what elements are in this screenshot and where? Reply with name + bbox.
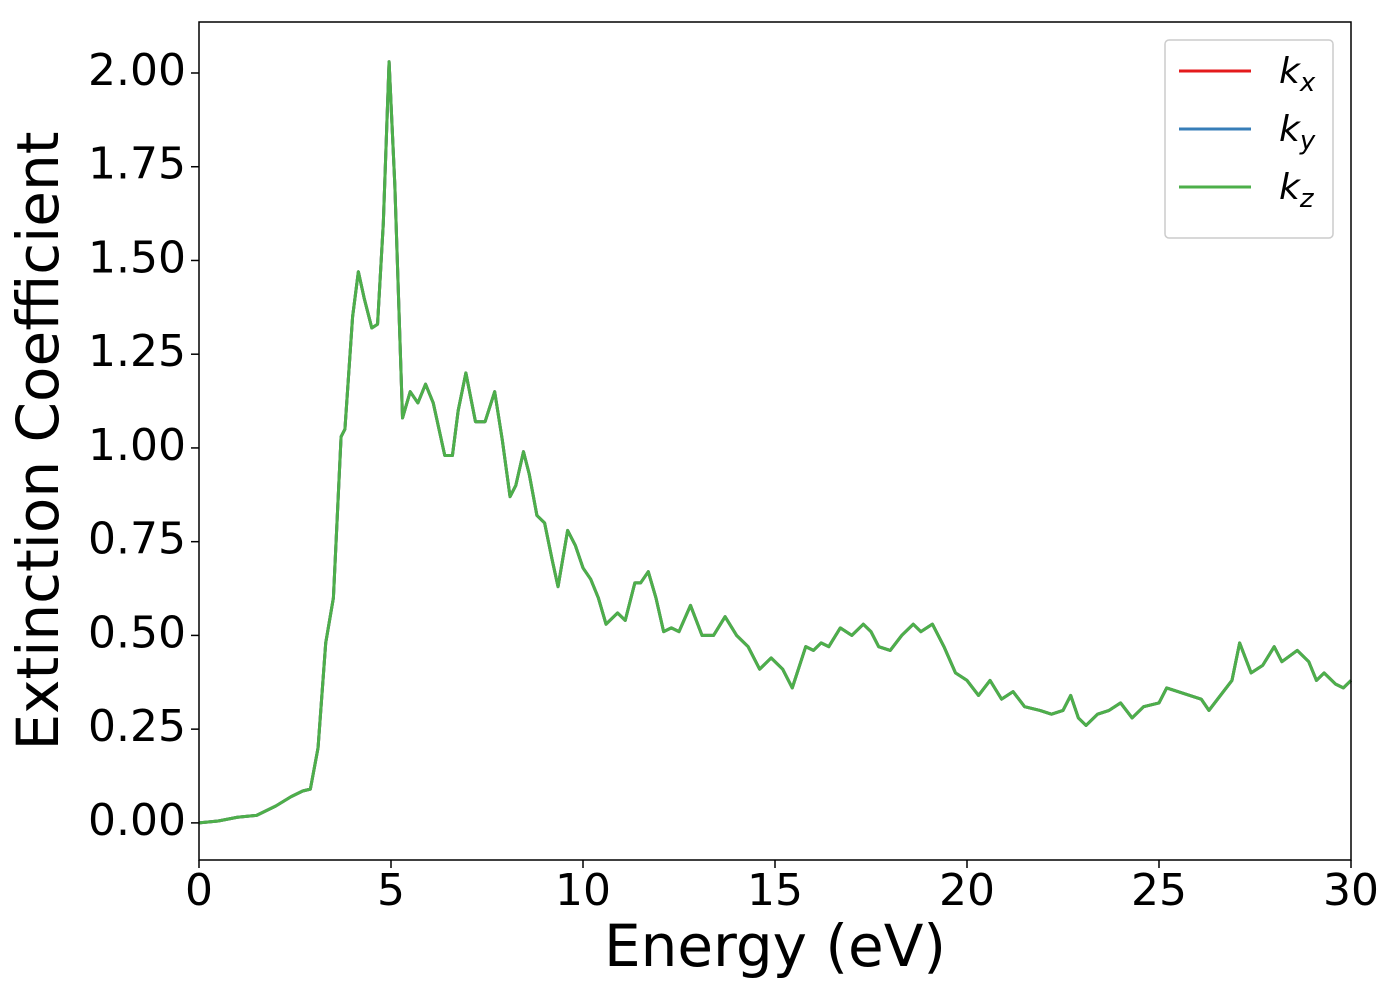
- y-tick-label: 1.00: [88, 420, 186, 471]
- y-tick-label: 1.25: [88, 326, 186, 377]
- y-tick-label: 2.00: [88, 45, 186, 96]
- line: [198, 60, 1353, 825]
- y-tick-label: 1.75: [88, 139, 186, 190]
- legend-label: kx: [1279, 51, 1316, 98]
- x-tick-label: 15: [747, 865, 803, 916]
- x-tick-label: 10: [555, 865, 611, 916]
- x-axis-label: Energy (eV): [604, 912, 946, 980]
- y-tick-label: 0.25: [88, 701, 186, 752]
- y-tick-label: 0.50: [88, 607, 186, 658]
- x-tick-label: 0: [185, 865, 213, 916]
- legend-label: ky: [1279, 109, 1316, 156]
- y-axis-label: Extinction Coefficient: [4, 132, 72, 751]
- y-tick-label: 1.50: [88, 232, 186, 283]
- x-tick-label: 30: [1323, 865, 1379, 916]
- y-tick-label: 0.00: [88, 795, 186, 846]
- x-tick-label: 5: [377, 865, 405, 916]
- y-tick-label: 0.75: [88, 514, 186, 565]
- x-tick-label: 25: [1131, 865, 1187, 916]
- x-tick-label: 20: [939, 865, 995, 916]
- legend-label: kz: [1279, 167, 1315, 214]
- plot-frame: [198, 21, 1352, 861]
